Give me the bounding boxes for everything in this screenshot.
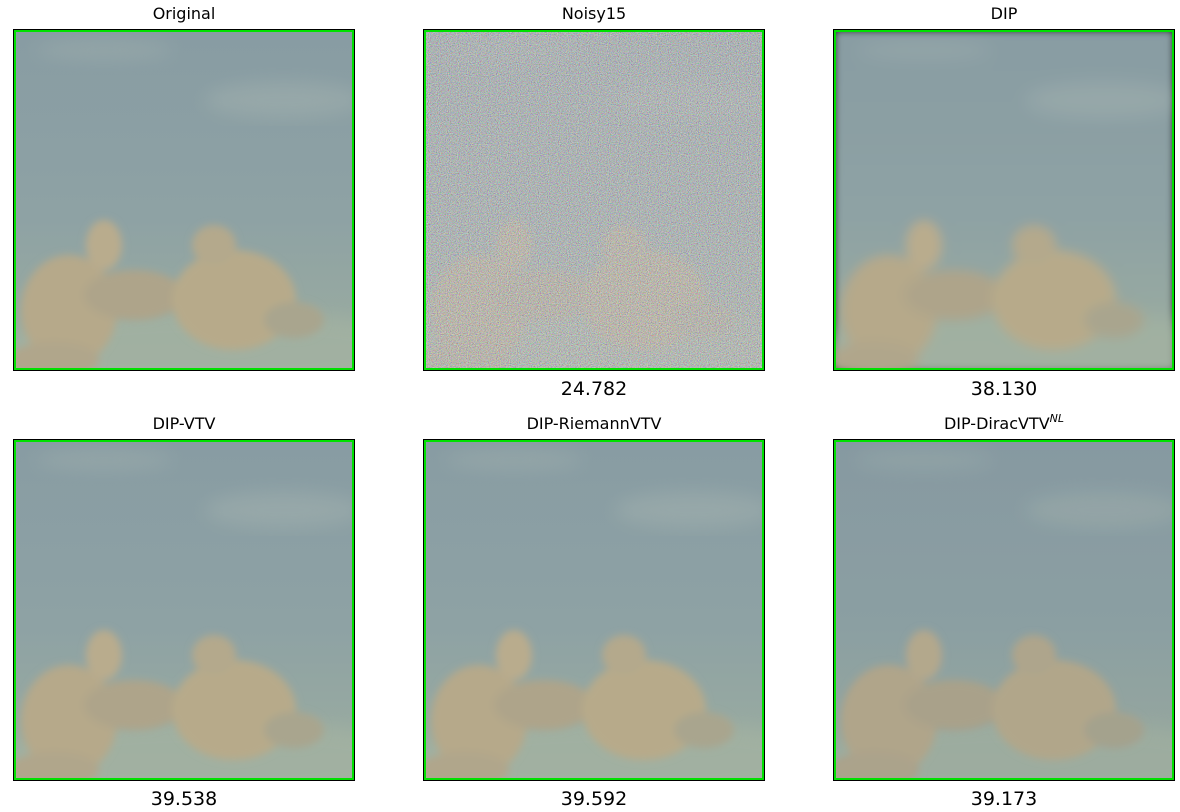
- title-main: DIP-DiracVTV: [943, 414, 1050, 433]
- psnr-value: 39.173: [970, 788, 1038, 810]
- panel-title: DIP-DiracVTVNL: [833, 412, 1175, 434]
- image-frame: [833, 439, 1175, 781]
- panel-title: DIP: [990, 4, 1018, 23]
- noisy-image: [424, 30, 764, 370]
- image-frame: [423, 439, 765, 781]
- original-image: [14, 30, 354, 370]
- dip-vtv-image: [14, 440, 354, 780]
- psnr-value: 38.130: [970, 378, 1038, 400]
- panel-title: DIP-VTV: [152, 414, 216, 433]
- panel-dip: DIP 38.130: [833, 0, 1175, 402]
- image-frame: [833, 29, 1175, 371]
- image-frame: [13, 439, 355, 781]
- image-frame: [13, 29, 355, 371]
- panel-dip-diracvtv-nl: DIP-DiracVTVNL 39.173: [833, 410, 1175, 812]
- psnr-value: 24.782: [560, 378, 628, 400]
- panel-title: Original: [152, 4, 216, 23]
- title-superscript: NL: [1049, 412, 1065, 425]
- image-frame: [423, 29, 765, 371]
- dip-diracvtv-image: [834, 440, 1174, 780]
- panel-title: DIP-RiemannVTV: [526, 414, 662, 433]
- psnr-value: 39.592: [560, 788, 628, 810]
- psnr-value: 39.538: [150, 788, 218, 810]
- panel-original: Original: [13, 0, 355, 402]
- dip-riemannvtv-image: [424, 440, 764, 780]
- panel-title: Noisy15: [561, 4, 627, 23]
- panel-dip-riemannvtv: DIP-RiemannVTV 39.592: [423, 410, 765, 812]
- panel-noisy15: Noisy15 24.782: [423, 0, 765, 402]
- dip-image: [834, 30, 1174, 370]
- panel-dip-vtv: DIP-VTV 39.538: [13, 410, 355, 812]
